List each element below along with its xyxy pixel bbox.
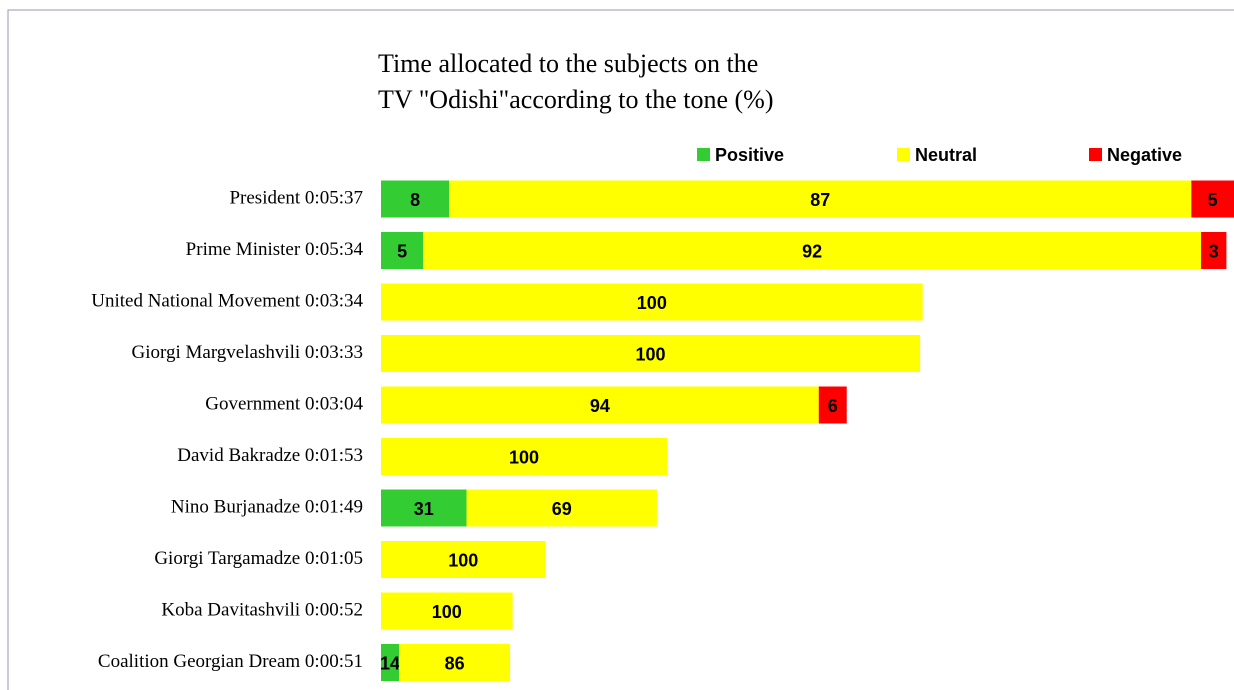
data-label: 100 [448,550,478,570]
data-label: 14 [380,653,400,673]
bar-segment [381,541,546,578]
data-label: 69 [552,499,572,519]
bar-segment [399,644,511,681]
bar-segment [818,386,847,424]
data-label: 31 [414,499,434,519]
bar-segment [381,438,668,475]
category-label: Giorgi Targamadze 0:01:05 [154,548,363,569]
data-label: 6 [828,396,838,416]
data-label: 5 [1208,190,1218,210]
category-label: Coalition Georgian Dream 0:00:51 [98,651,363,672]
category-label: David Bakradze 0:01:53 [177,445,363,466]
data-label: 94 [590,396,610,416]
category-label: Prime Minister 0:05:34 [186,239,364,260]
data-label: 3 [1209,241,1219,261]
data-label: 100 [637,293,667,313]
data-label: 86 [445,653,465,673]
bar-segment [1191,180,1234,218]
category-label: Nino Burjanadze 0:01:49 [171,496,363,517]
category-label: Koba Davitashvili 0:00:52 [161,599,363,620]
bar-segment [381,180,450,218]
data-label: 100 [432,602,462,622]
bar-segment [381,592,513,630]
bar-segment [381,232,424,269]
bar-segment [381,283,923,321]
bar-segment [449,180,1192,218]
legend-label: Neutral [915,145,977,165]
frame [7,9,1234,690]
bar-segment [381,644,400,681]
legend-label: Positive [715,145,784,165]
legend-swatch [697,148,710,161]
legend-swatch [897,148,910,161]
data-label: 92 [802,241,822,261]
bar-segment [381,489,467,527]
chart-title: TV "Odishi"according to the tone (%) [378,85,773,114]
category-label: President 0:05:37 [229,187,363,208]
category-label: Government 0:03:04 [205,393,363,414]
category-label: United National Movement 0:03:34 [91,290,363,311]
bar-segment [381,386,819,424]
legend-label: Negative [1107,145,1182,165]
data-label: 100 [636,344,666,364]
data-label: 8 [410,190,420,210]
chart-title: Time allocated to the subjects on the [378,49,758,78]
data-label: 87 [810,190,830,210]
bar-segment [423,232,1202,269]
bar-segment [466,489,657,527]
data-label: 5 [397,241,407,261]
legend-swatch [1089,148,1102,161]
bar-segment [1201,232,1227,269]
bar-segment [381,335,921,372]
data-label: 100 [509,447,539,467]
category-label: Giorgi Margvelashvili 0:03:33 [131,342,363,363]
